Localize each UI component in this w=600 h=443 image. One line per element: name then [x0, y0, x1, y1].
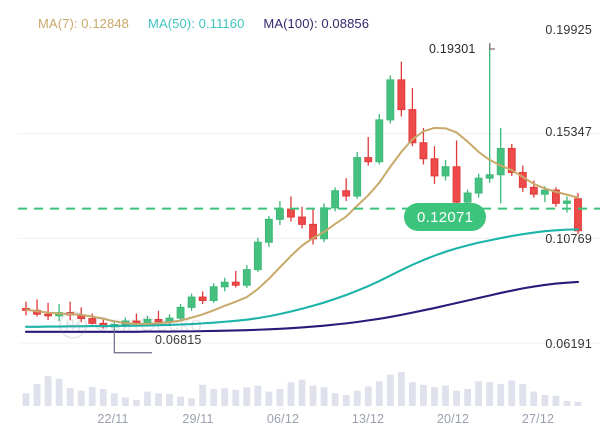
date-tick-0: 22/11 — [97, 412, 129, 426]
date-tick-2: 06/12 — [266, 412, 300, 426]
price-tick-3: 0.06191 — [545, 337, 592, 351]
date-tick-5: 27/12 — [521, 412, 555, 426]
price-tick-2: 0.10769 — [545, 232, 592, 246]
volume-canvas — [22, 372, 582, 406]
ma-legend: MA(7): 0.12848 MA(50): 0.11160 MA(100): … — [0, 14, 600, 32]
current-price-badge[interactable]: 0.12071 — [404, 203, 487, 231]
price-plot[interactable] — [0, 38, 600, 368]
period-low-label: 0.06815 — [155, 333, 202, 347]
period-high-label: 0.19301 — [429, 42, 476, 56]
legend-ma50: MA(50): 0.11160 — [148, 15, 245, 31]
date-tick-1: 29/11 — [182, 412, 214, 426]
date-tick-3: 13/12 — [351, 412, 385, 426]
price-tick-0: 0.19925 — [545, 23, 592, 37]
legend-ma100: MA(100): 0.08856 — [263, 15, 370, 31]
legend-ma7: MA(7): 0.12848 — [38, 15, 130, 31]
date-axis: 22/11 29/11 06/12 13/12 20/12 27/12 — [0, 410, 600, 430]
price-tick-1: 0.15347 — [545, 125, 592, 139]
date-tick-4: 20/12 — [436, 412, 470, 426]
volume-panel — [0, 368, 600, 408]
candlestick-canvas[interactable] — [0, 38, 600, 368]
